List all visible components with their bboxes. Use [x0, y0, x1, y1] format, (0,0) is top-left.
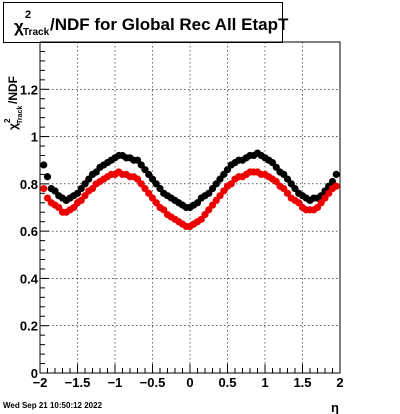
y-tick-label: 0.8	[20, 177, 38, 192]
x-tick-label: 2	[336, 375, 343, 390]
y-tick-labels: 0 0.2 0.4 0.6 0.8 1 1.2	[20, 82, 39, 381]
x-axis-label: η	[331, 400, 339, 414]
timestamp: Wed Sep 21 10:50:12 2022	[3, 401, 103, 410]
x-tick-label: −1	[108, 375, 123, 390]
x-tick-label: 0	[186, 375, 193, 390]
data-point	[40, 161, 48, 169]
y-tick-label: 0.2	[20, 319, 38, 334]
x-tick-label: 1	[261, 375, 268, 390]
y-axis-label-text: /NDF	[6, 76, 20, 104]
y-axis-label-superscript: 2	[3, 118, 12, 123]
y-tick-label: 0	[31, 366, 38, 381]
x-tick-label: −1.5	[65, 375, 91, 390]
data-markers	[40, 149, 340, 231]
y-tick-label: 1	[31, 130, 38, 145]
x-tick-label: 0.5	[218, 375, 236, 390]
data-point	[332, 182, 340, 190]
chart-title-subscript: Track	[23, 27, 50, 38]
y-axis-label: χ 2 Track /NDF	[3, 76, 24, 130]
chart-title-chi: χ	[14, 17, 24, 36]
x-tick-label: 1.5	[293, 375, 311, 390]
x-tick-label: −0.5	[140, 375, 166, 390]
series-1-markers	[40, 168, 340, 231]
data-point	[43, 173, 52, 181]
data-point	[40, 184, 48, 193]
chart-title-superscript: 2	[25, 9, 32, 21]
x-tick-labels: −2 −1.5 −1 −0.5 0 0.5 1 1.5 2	[33, 375, 344, 390]
y-axis-label-chi: χ	[6, 123, 20, 130]
y-axis-label-subscript: Track	[17, 106, 24, 124]
x-tick-label: −2	[33, 375, 48, 390]
data-point	[332, 170, 340, 178]
y-tick-label: 1.2	[20, 82, 38, 97]
y-tick-label: 0.4	[20, 271, 39, 286]
chart-title: χ 2 Track /NDF for Global Rec All EtapT	[3, 2, 288, 43]
series-0-markers	[40, 149, 340, 212]
chart-title-text: /NDF for Global Rec All EtapT	[50, 15, 289, 34]
y-tick-label: 0.6	[20, 224, 38, 239]
